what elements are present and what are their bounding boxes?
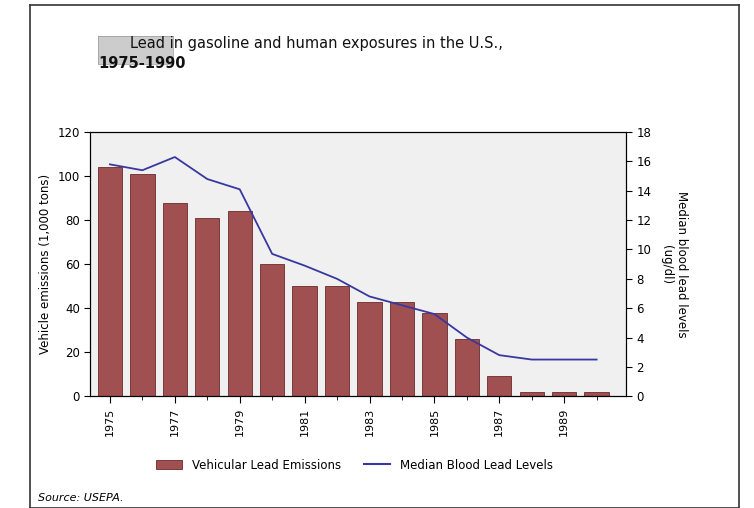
Bar [130, 174, 155, 396]
Bar [98, 167, 122, 396]
Bar [357, 302, 382, 396]
Bar [163, 203, 187, 396]
Bar [487, 376, 511, 396]
Legend: Vehicular Lead Emissions, Median Blood Lead Levels: Vehicular Lead Emissions, Median Blood L… [156, 459, 553, 471]
Y-axis label: Vehicle emissions (1,000 tons): Vehicle emissions (1,000 tons) [39, 174, 52, 354]
Bar [552, 392, 576, 396]
Bar [584, 392, 608, 396]
Bar [260, 264, 284, 396]
Bar [325, 286, 349, 396]
Bar [195, 218, 219, 396]
Text: Source: USEPA.: Source: USEPA. [38, 493, 124, 503]
Text: Lead in gasoline and human exposures in the U.S.,: Lead in gasoline and human exposures in … [130, 36, 503, 51]
Bar [228, 211, 252, 396]
Bar [422, 312, 446, 396]
Bar [390, 302, 414, 396]
Text: 1975-1990: 1975-1990 [98, 56, 185, 71]
Bar [520, 392, 544, 396]
Bar [293, 286, 317, 396]
Y-axis label: Median blood lead levels
(ug/dl): Median blood lead levels (ug/dl) [660, 191, 688, 337]
Bar [455, 339, 479, 396]
